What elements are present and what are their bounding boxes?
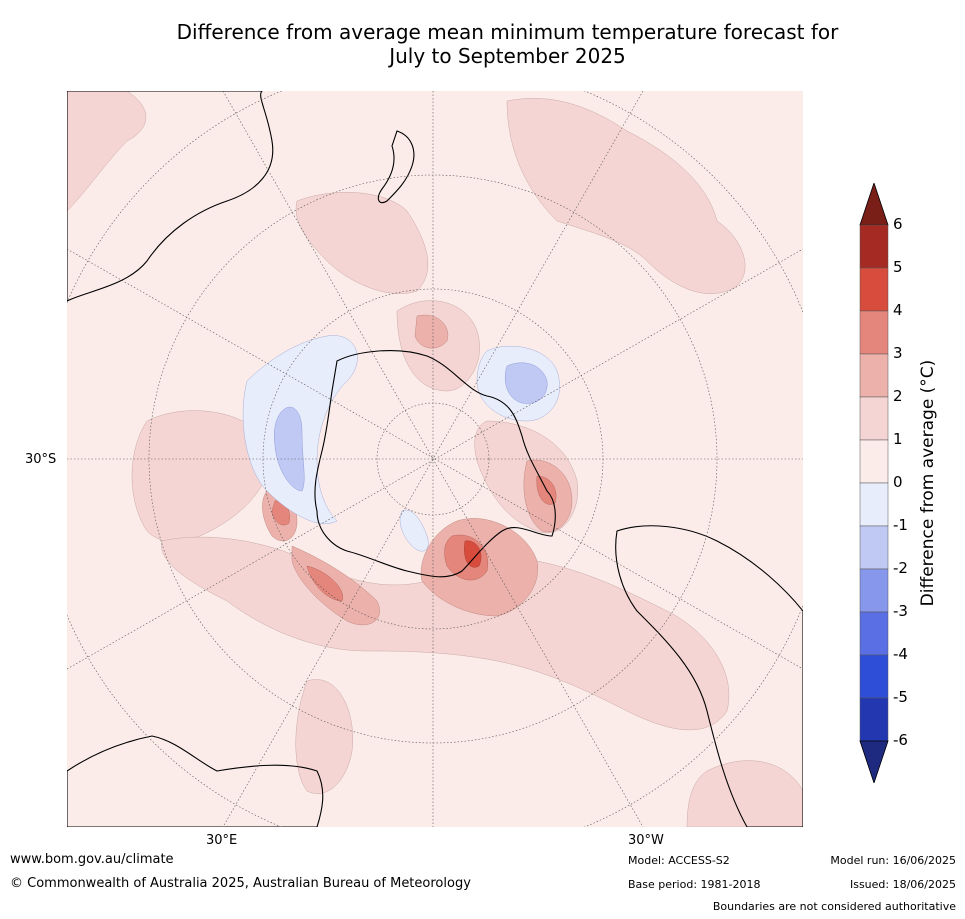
colorbar-tick-label: 3 xyxy=(893,344,903,362)
colorbar-bin xyxy=(859,396,889,441)
colorbar-bin xyxy=(859,654,889,699)
new-zealand-outline xyxy=(377,130,415,204)
footer-copyright: © Commonwealth of Australia 2025, Austra… xyxy=(10,876,471,891)
colorbar-tick-label: -1 xyxy=(893,516,908,534)
colorbar-bin xyxy=(859,224,889,269)
colorbar-tick-label: -2 xyxy=(893,559,908,577)
footer-model: Model: ACCESS-S2 xyxy=(628,854,730,867)
colorbar-tick-label: 0 xyxy=(893,473,903,491)
africa-outline xyxy=(67,735,324,827)
polar-map xyxy=(67,91,803,827)
colorbar-tick-label: 1 xyxy=(893,430,903,448)
colorbar-tick-label: 4 xyxy=(893,301,903,319)
colorbar-bin xyxy=(859,525,889,570)
map-title: Difference from average mean minimum tem… xyxy=(60,20,955,68)
footer-disclaimer: Boundaries are not considered authoritat… xyxy=(712,900,956,913)
lon-label-30e: 30°E xyxy=(206,833,238,848)
colorbar-bin xyxy=(859,611,889,656)
footer-url[interactable]: www.bom.gov.au/climate xyxy=(10,852,174,867)
colorbar-bin xyxy=(859,353,889,398)
colorbar-tick-label: -5 xyxy=(893,688,908,706)
colorbar-tick-label: -4 xyxy=(893,645,908,663)
colorbar-bin xyxy=(859,482,889,527)
footer-model-run: Model run: 16/06/2025 xyxy=(830,854,956,867)
footer-base-period: Base period: 1981-2018 xyxy=(628,878,761,891)
colorbar-tick-label: 2 xyxy=(893,387,903,405)
title-line-1: Difference from average mean minimum tem… xyxy=(176,20,839,44)
colorbar-bin xyxy=(859,310,889,355)
lat-label-30s: 30°S xyxy=(25,452,57,467)
australia-outline xyxy=(67,91,274,302)
colorbar-tick-label: -3 xyxy=(893,602,908,620)
colorbar-bin xyxy=(859,439,889,484)
title-line-2: July to September 2025 xyxy=(389,44,626,68)
footer-issued: Issued: 18/06/2025 xyxy=(849,878,956,891)
antarctica-outline xyxy=(314,350,556,578)
graticule xyxy=(67,91,803,827)
colorbar-tick-label: 5 xyxy=(893,258,903,276)
colorbar xyxy=(859,183,889,783)
coastlines xyxy=(67,91,803,827)
anomaly-4-5-region xyxy=(464,540,482,568)
colorbar-tick-label: 6 xyxy=(893,215,903,233)
colorbar-bin xyxy=(859,267,889,312)
lon-label-30w: 30°W xyxy=(628,833,664,848)
anomaly-neg2-neg1-regions xyxy=(274,362,548,492)
colorbar-extend-top xyxy=(859,183,889,226)
colorbar-bin xyxy=(859,568,889,613)
south-america-outline xyxy=(615,525,803,827)
colorbar-bin xyxy=(859,697,889,742)
colorbar-label: Difference from average (°C) xyxy=(918,359,938,607)
colorbar-tick-label: -6 xyxy=(893,731,908,749)
colorbar-extend-bottom xyxy=(859,740,889,783)
